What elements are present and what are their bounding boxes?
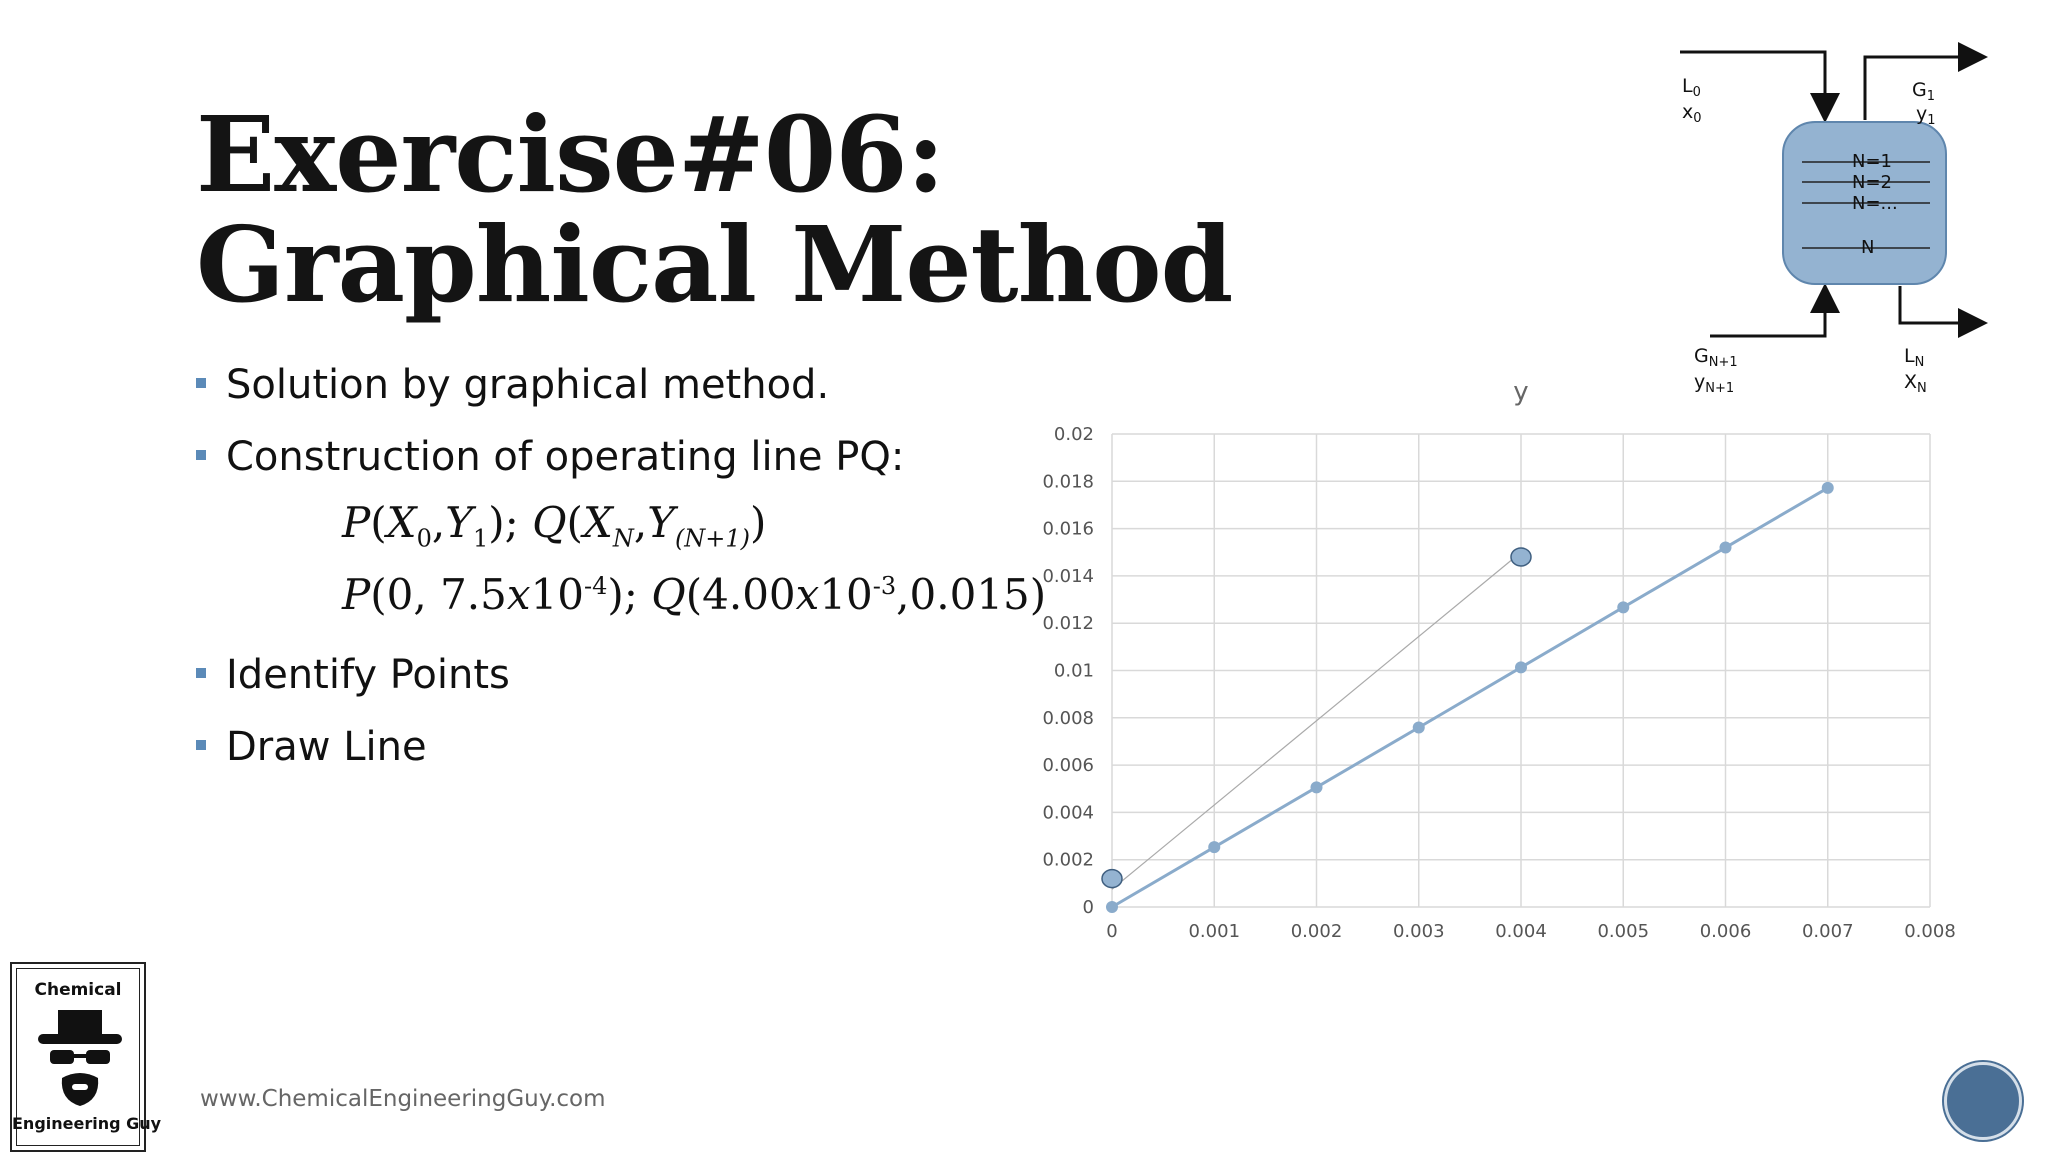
bullet-marker <box>196 740 206 750</box>
x-tick-label: 0.005 <box>1597 921 1649 942</box>
point-marker <box>1101 868 1123 889</box>
point-marker <box>1510 547 1532 567</box>
label-GN1: GN+1 <box>1694 345 1738 370</box>
equilibrium-point <box>1617 601 1630 614</box>
logo-top-text: Chemical <box>34 980 122 1000</box>
label-yN1: yN+1 <box>1694 371 1734 396</box>
equilibrium-chart: y 0 0.001 0.002 0.003 0.004 0.005 0.006 0.007 0.… <box>1042 377 1955 942</box>
logo-bottom-text: Engineering Guy <box>12 1114 162 1133</box>
y-tick-label: 0.02 <box>1054 424 1094 445</box>
x-tick-label: 0.002 <box>1291 921 1343 942</box>
equilibrium-point <box>1719 541 1732 554</box>
slide-title: Exercise#06: Graphical Method <box>196 93 1233 326</box>
bullet-marker <box>196 450 206 460</box>
bullet-marker <box>196 378 206 388</box>
chart-grid <box>1111 433 1931 908</box>
equation-points-numeric: P(0, 7.5x10-4); Q(4.00x10-3,0.015) <box>342 570 1047 619</box>
y-tick-label: 0.01 <box>1054 661 1094 682</box>
slide-title-line2: Graphical Method <box>196 203 1233 326</box>
stage-label: N=2 <box>1852 172 1892 193</box>
y-tick-label: 0.018 <box>1042 471 1094 492</box>
label-y1: y1 <box>1916 103 1936 128</box>
label-G1: G1 <box>1912 79 1935 104</box>
stage-label: N=... <box>1852 193 1898 214</box>
bullet-item: Draw Line <box>196 724 427 770</box>
slide-title-line1: Exercise#06: <box>196 93 945 216</box>
label-L0: L0 <box>1682 75 1701 100</box>
bullet-marker <box>196 668 206 678</box>
label-x0: x0 <box>1682 101 1702 126</box>
x-tick-label: 0.007 <box>1802 921 1854 942</box>
x-tick-label: 0.003 <box>1393 921 1445 942</box>
y-tick-label: 0.006 <box>1042 755 1094 776</box>
nav-circle-button[interactable] <box>1944 1062 2022 1140</box>
y-tick-label: 0.014 <box>1042 566 1094 587</box>
stage-label: N <box>1861 237 1874 258</box>
label-LN: LN <box>1904 345 1924 370</box>
x-tick-label: 0.004 <box>1495 921 1547 942</box>
absorption-column-diagram: N=1 N=2 N=... N L0 x0 G1 y1 GN+1 yN+1 LN… <box>1680 42 1988 396</box>
equilibrium-point <box>1208 841 1221 854</box>
chart-ticks: 0 0.001 0.002 0.003 0.004 0.005 0.006 0.007 0.00… <box>1042 424 1955 942</box>
equilibrium-point <box>1515 661 1527 674</box>
stage-label: N=1 <box>1852 151 1892 172</box>
bullet-item: Solution by graphical method. <box>196 362 829 408</box>
y-tick-label: 0.012 <box>1042 613 1094 634</box>
label-XN: XN <box>1904 371 1927 396</box>
chart-title: y <box>1513 377 1528 407</box>
x-tick-label: 0 <box>1106 921 1117 942</box>
gas-inlet-arrow <box>1710 283 1840 338</box>
bullet-item: Identify Points <box>196 652 510 698</box>
equilibrium-point <box>1412 721 1425 734</box>
y-tick-label: 0.004 <box>1042 802 1094 823</box>
x-tick-label: 0.006 <box>1700 921 1752 942</box>
logo: Chemical Engineering Guy <box>10 962 162 1152</box>
y-tick-label: 0.016 <box>1042 519 1094 540</box>
hat-face-icon <box>38 1010 122 1106</box>
liquid-inlet-arrow <box>1680 50 1840 123</box>
y-tick-label: 0 <box>1083 897 1094 918</box>
equilibrium-point <box>1106 901 1118 913</box>
x-tick-label: 0.008 <box>1904 921 1956 942</box>
bullet-text: Draw Line <box>226 724 427 770</box>
gas-outlet-arrow <box>1863 42 1988 120</box>
bullet-text: Identify Points <box>226 652 510 698</box>
x-tick-label: 0.001 <box>1188 921 1240 942</box>
bullet-text: Construction of operating line PQ: <box>226 434 905 480</box>
y-tick-label: 0.002 <box>1042 850 1094 871</box>
equilibrium-point <box>1310 781 1323 794</box>
website-link[interactable]: www.ChemicalEngineeringGuy.com <box>200 1086 606 1112</box>
equilibrium-point <box>1821 481 1834 494</box>
chart-series <box>1101 481 1834 913</box>
bullet-item: Construction of operating line PQ: <box>196 434 904 480</box>
bullet-text: Solution by graphical method. <box>226 362 830 408</box>
equation-points-symbolic: P(X0,Y1); Q(XN,Y(N+1)) <box>342 498 767 553</box>
operating-line-pq <box>1111 551 1522 890</box>
y-tick-label: 0.008 <box>1042 708 1094 729</box>
equilibrium-line <box>1111 486 1829 909</box>
liquid-outlet-arrow <box>1898 286 1988 338</box>
